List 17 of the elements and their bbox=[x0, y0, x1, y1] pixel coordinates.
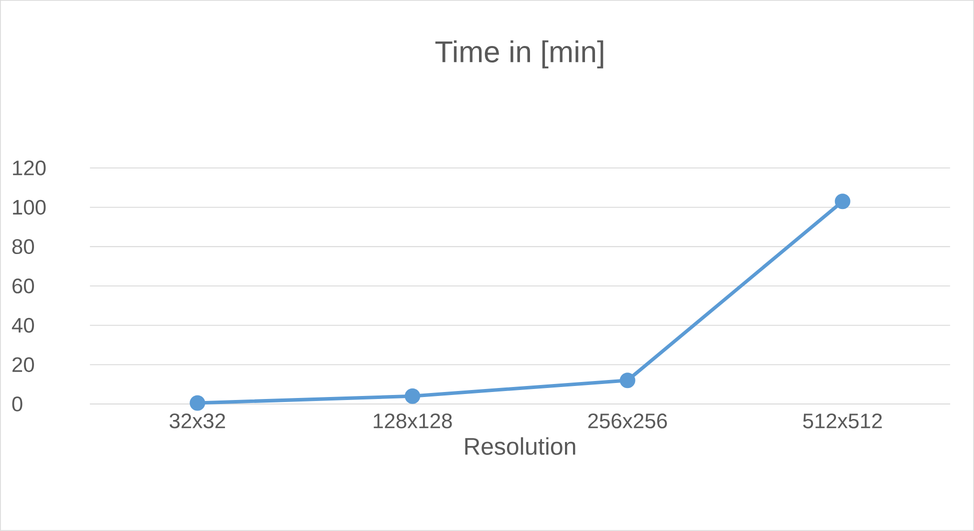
y-tick-label: 20 bbox=[12, 357, 34, 372]
point bbox=[834, 194, 850, 210]
x-tick-label: 32x32 bbox=[170, 414, 225, 428]
x-tick-label: 512x512 bbox=[803, 414, 882, 428]
point bbox=[620, 372, 636, 388]
point bbox=[190, 395, 206, 411]
y-tick-label: 80 bbox=[12, 239, 34, 254]
x-tick-label: 256x256 bbox=[588, 414, 667, 428]
y-tick-label: 120 bbox=[13, 160, 46, 176]
chart-title: Time in [min] bbox=[435, 40, 604, 68]
point bbox=[404, 388, 420, 404]
y-tick-label: 100 bbox=[13, 200, 46, 215]
x-tick-label: 128x128 bbox=[374, 414, 452, 428]
y-tick-label: 0 bbox=[12, 396, 22, 412]
y-tick-label: 60 bbox=[12, 278, 34, 294]
x-axis-title: Resolution bbox=[465, 437, 576, 455]
y-tick-label: 40 bbox=[12, 318, 34, 333]
